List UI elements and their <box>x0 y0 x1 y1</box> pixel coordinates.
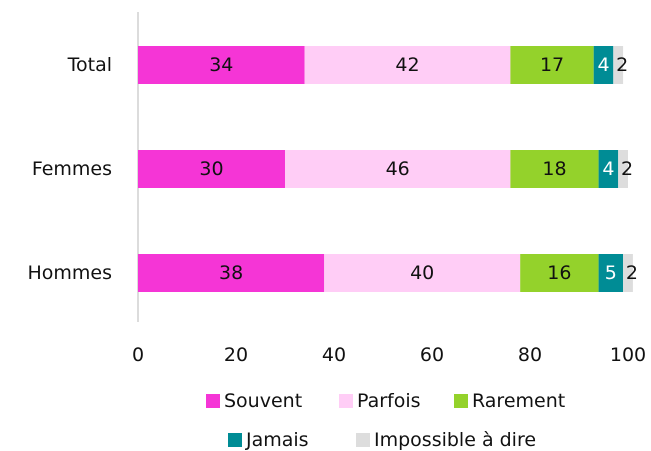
category-label-total: Total <box>67 54 112 76</box>
data-label-rarement-hommes: 16 <box>547 262 571 284</box>
bar-rarement-femmes <box>510 150 599 188</box>
data-label-souvent-femmes: 30 <box>199 158 223 180</box>
data-label-parfois-femmes: 46 <box>386 158 410 180</box>
bar-jamais-total <box>593 46 614 84</box>
data-label-impossible-a-dire-hommes: 2 <box>626 262 638 284</box>
category-labels: Total Femmes Hommes <box>27 54 112 284</box>
legend-item-rarement: Rarement <box>454 390 565 412</box>
x-axis-ticks: 0 20 40 60 80 100 <box>132 344 646 366</box>
bar-impossible-a-dire-total <box>613 46 624 84</box>
data-label-impossible-a-dire-femmes: 2 <box>621 158 633 180</box>
legend-label-impossible-a-dire: Impossible à dire <box>374 429 536 451</box>
data-label-souvent-total: 34 <box>209 54 233 76</box>
legend-label-souvent: Souvent <box>224 390 302 412</box>
data-label-rarement-total: 17 <box>540 54 564 76</box>
legend-item-souvent: Souvent <box>206 390 302 412</box>
bar-jamais-hommes <box>598 254 624 292</box>
bar-rarement-hommes <box>520 254 599 292</box>
data-label-jamais-femmes: 4 <box>602 158 614 180</box>
legend-item-parfois: Parfois <box>339 390 421 412</box>
bars: 34 42 17 4 230 46 18 4 238 40 16 5 2 <box>138 46 638 292</box>
legend-swatch-parfois <box>339 394 353 408</box>
category-label-femmes: Femmes <box>32 158 112 180</box>
bar-parfois-total <box>304 46 511 84</box>
bar-souvent-hommes <box>138 254 325 292</box>
x-tick-label-20: 20 <box>224 344 248 366</box>
legend-item-jamais: Jamais <box>228 429 309 451</box>
x-tick-label-100: 100 <box>610 344 646 366</box>
legend-label-rarement: Rarement <box>472 390 565 412</box>
bar-rarement-total <box>510 46 594 84</box>
bar-souvent-total <box>138 46 305 84</box>
legend-label-parfois: Parfois <box>357 390 421 412</box>
bar-parfois-hommes <box>324 254 521 292</box>
data-label-jamais-hommes: 5 <box>605 262 617 284</box>
legend: Souvent Parfois Rarement Jamais Impossible à… <box>206 390 565 451</box>
data-label-rarement-femmes: 18 <box>542 158 566 180</box>
x-tick-label-0: 0 <box>132 344 144 366</box>
data-label-souvent-hommes: 38 <box>219 262 243 284</box>
data-label-jamais-total: 4 <box>597 54 609 76</box>
legend-swatch-jamais <box>228 433 242 447</box>
data-label-parfois-hommes: 40 <box>410 262 434 284</box>
data-label-impossible-a-dire-total: 2 <box>616 54 628 76</box>
bar-souvent-femmes <box>138 150 285 188</box>
legend-swatch-rarement <box>454 394 468 408</box>
bar-jamais-femmes <box>598 150 619 188</box>
data-label-parfois-total: 42 <box>395 54 419 76</box>
bar-impossible-a-dire-femmes <box>618 150 628 188</box>
legend-swatch-souvent <box>206 394 220 408</box>
category-label-hommes: Hommes <box>27 262 112 284</box>
x-tick-label-80: 80 <box>518 344 542 366</box>
x-tick-label-40: 40 <box>322 344 346 366</box>
legend-swatch-impossible-a-dire <box>356 433 370 447</box>
bar-parfois-femmes <box>285 150 511 188</box>
legend-item-impossible-a-dire: Impossible à dire <box>356 429 536 451</box>
legend-label-jamais: Jamais <box>245 429 309 451</box>
bar-impossible-a-dire-hommes <box>623 254 633 292</box>
x-tick-label-60: 60 <box>420 344 444 366</box>
